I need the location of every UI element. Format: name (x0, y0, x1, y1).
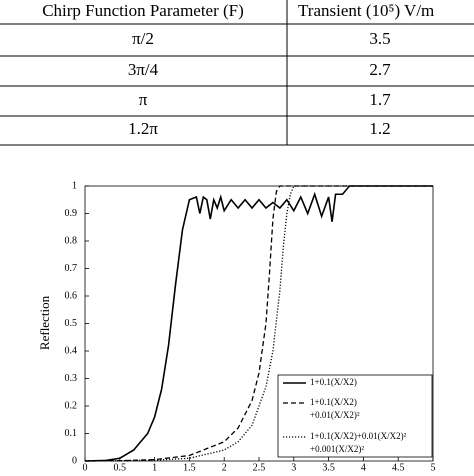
y-tick-label: 0 (72, 455, 77, 466)
text-line: +0.001(X/X2)² (310, 444, 364, 454)
x-tick-label: 0.5 (114, 462, 127, 473)
y-tick-label: 0.3 (65, 373, 78, 384)
text-line: 1+0.1(X/X2) (310, 397, 357, 407)
y-tick-label: 0.1 (65, 428, 78, 439)
header-cell: Transient (10⁵) V/m (298, 1, 434, 20)
series-line (84, 185, 433, 462)
text-line: 1+0.1(X/X2)+0.01(X/X2)² (310, 431, 407, 441)
chart: Reflection 0 0.5 1 1.5 2 2.5 3 3.5 4 4.5 5 0 0.1 0.2 0… (37, 180, 436, 473)
table: Chirp Function Parameter (F) Transient (… (0, 0, 474, 146)
table-body: π/2 3.5 3π/4 2.7 π 1.7 1.2π 1.2 (128, 29, 391, 138)
y-tick-label: 0.6 (65, 290, 78, 301)
x-tick-label: 0 (83, 462, 88, 473)
y-tick-label: 0.2 (65, 400, 78, 411)
series-line (84, 185, 433, 462)
y-tick-label: 0.4 (65, 345, 78, 356)
x-tick-label: 3 (291, 462, 296, 473)
x-tick-label: 5 (431, 462, 436, 473)
x-tick-label: 3.5 (322, 462, 335, 473)
table-cell: 1.2 (369, 119, 390, 138)
x-tick-label: 2 (222, 462, 227, 473)
y-tick-label: 0.8 (65, 235, 78, 246)
header-cell: Chirp Function Parameter (F) (42, 1, 244, 20)
legend-box (277, 374, 433, 458)
table-cell: 2.7 (369, 60, 391, 79)
legend-label: 1+0.1(X/X2) (310, 377, 357, 387)
table-cell: 1.7 (369, 90, 391, 109)
y-tick-label: 0.5 (65, 318, 78, 329)
legend-label: 1+0.1(X/X2) +0.01(X/X2)² (310, 397, 360, 420)
table-cell: π/2 (132, 29, 154, 48)
table-cell: 3π/4 (128, 60, 159, 79)
table-cell: π (139, 90, 148, 109)
x-tick-label: 4.5 (392, 462, 405, 473)
x-tick-label: 1.5 (183, 462, 196, 473)
x-tick-label: 4 (361, 462, 366, 473)
text-line: +0.01(X/X2)² (310, 410, 360, 420)
legend-label: 1+0.1(X/X2)+0.01(X/X2)² +0.001(X/X2)² (310, 431, 407, 454)
y-tick-label: 0.7 (65, 263, 78, 274)
table-cell: 3.5 (369, 29, 390, 48)
legend: 1+0.1(X/X2) 1+0.1(X/X2) +0.01(X/X2)² 1+0.1(… (277, 374, 433, 458)
x-tick-label: 2.5 (253, 462, 266, 473)
y-tick-label: 0.9 (65, 208, 78, 219)
y-axis-label: Reflection (37, 295, 52, 350)
series-line (84, 185, 433, 462)
table-cell: 1.2π (128, 119, 158, 138)
y-tick-label: 1 (72, 180, 77, 191)
x-tick-label: 1 (152, 462, 157, 473)
